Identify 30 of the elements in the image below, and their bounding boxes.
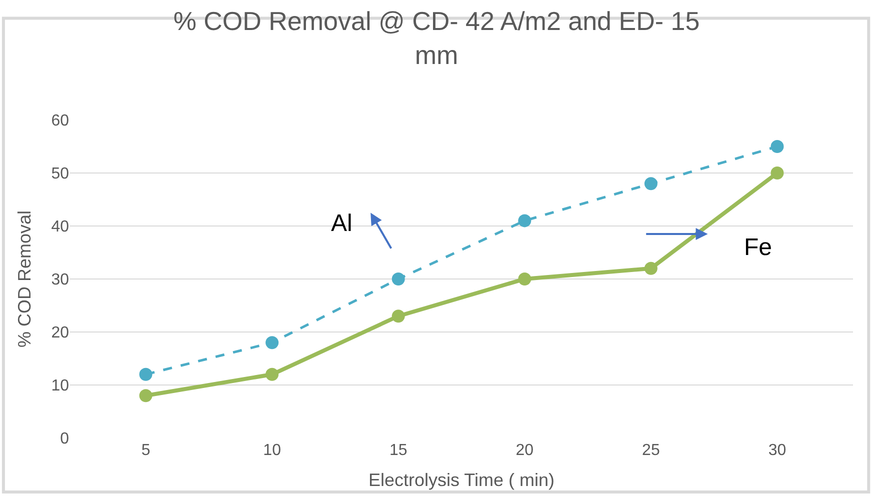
point	[770, 140, 784, 153]
point	[266, 336, 279, 350]
point	[770, 166, 784, 180]
y-tick-label: 0	[60, 430, 70, 448]
x-tick-label: 25	[642, 442, 660, 459]
point	[644, 177, 658, 190]
series-label: Fe	[744, 234, 772, 261]
x-tick-label: 5	[141, 442, 150, 459]
point	[644, 262, 658, 275]
x-tick-label: 20	[516, 442, 534, 459]
point	[266, 368, 279, 381]
point	[139, 368, 152, 381]
point	[392, 272, 405, 286]
x-tick-label: 10	[263, 442, 282, 459]
chart-title: % COD Removal @ CD- 42 A/m2 and ED- 15 mm	[173, 6, 700, 70]
y-tick-label: 60	[51, 112, 70, 130]
y-tick-label: 20	[51, 324, 70, 342]
point	[392, 310, 405, 323]
x-axis-title: Electrolysis Time ( min)	[368, 470, 555, 490]
point	[518, 214, 532, 228]
x-tick-label: 15	[389, 442, 408, 459]
point	[518, 272, 532, 286]
x-tick-label: 30	[768, 442, 786, 459]
y-tick-label: 10	[51, 378, 70, 395]
y-tick-label: 50	[51, 166, 70, 183]
y-tick-label: 30	[51, 272, 70, 289]
text: Al	[331, 210, 352, 237]
y-tick-label: 40	[51, 218, 70, 236]
point	[139, 389, 152, 402]
y-axis-title: % COD Removal	[14, 210, 34, 348]
